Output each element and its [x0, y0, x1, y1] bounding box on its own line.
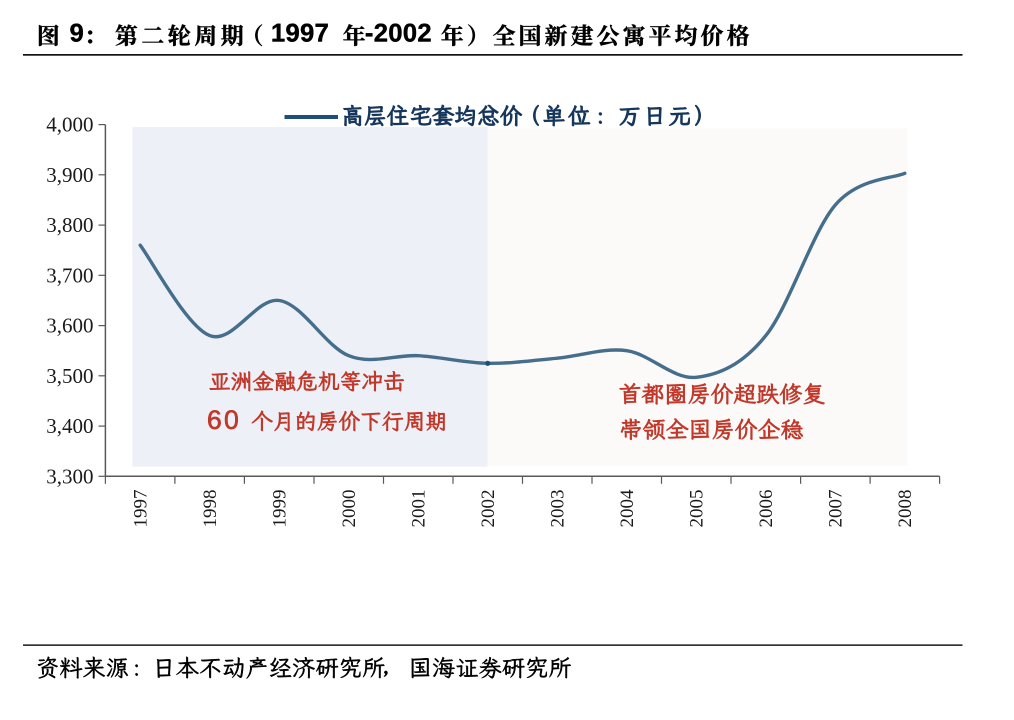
svg-text:3,300: 3,300 — [46, 464, 93, 488]
svg-text:3,600: 3,600 — [46, 314, 93, 338]
svg-text:2006: 2006 — [756, 490, 777, 528]
svg-text:4,000: 4,000 — [46, 113, 93, 137]
svg-text:2007: 2007 — [826, 490, 847, 528]
svg-text:2003: 2003 — [548, 490, 569, 528]
svg-text:3,900: 3,900 — [46, 163, 93, 187]
svg-text:2005: 2005 — [687, 490, 708, 528]
svg-text:3,400: 3,400 — [46, 414, 93, 438]
svg-text:2004: 2004 — [617, 489, 638, 528]
svg-text:3,800: 3,800 — [46, 213, 93, 237]
svg-text:3,700: 3,700 — [46, 263, 93, 287]
svg-text:1997: 1997 — [131, 490, 152, 528]
svg-text:3,500: 3,500 — [46, 364, 93, 388]
svg-text:1999: 1999 — [270, 490, 291, 528]
svg-text:2000: 2000 — [339, 490, 360, 528]
svg-text:2008: 2008 — [895, 490, 916, 528]
svg-text:2002: 2002 — [478, 490, 499, 528]
svg-text:2001: 2001 — [409, 490, 430, 528]
svg-text:1998: 1998 — [200, 490, 221, 528]
